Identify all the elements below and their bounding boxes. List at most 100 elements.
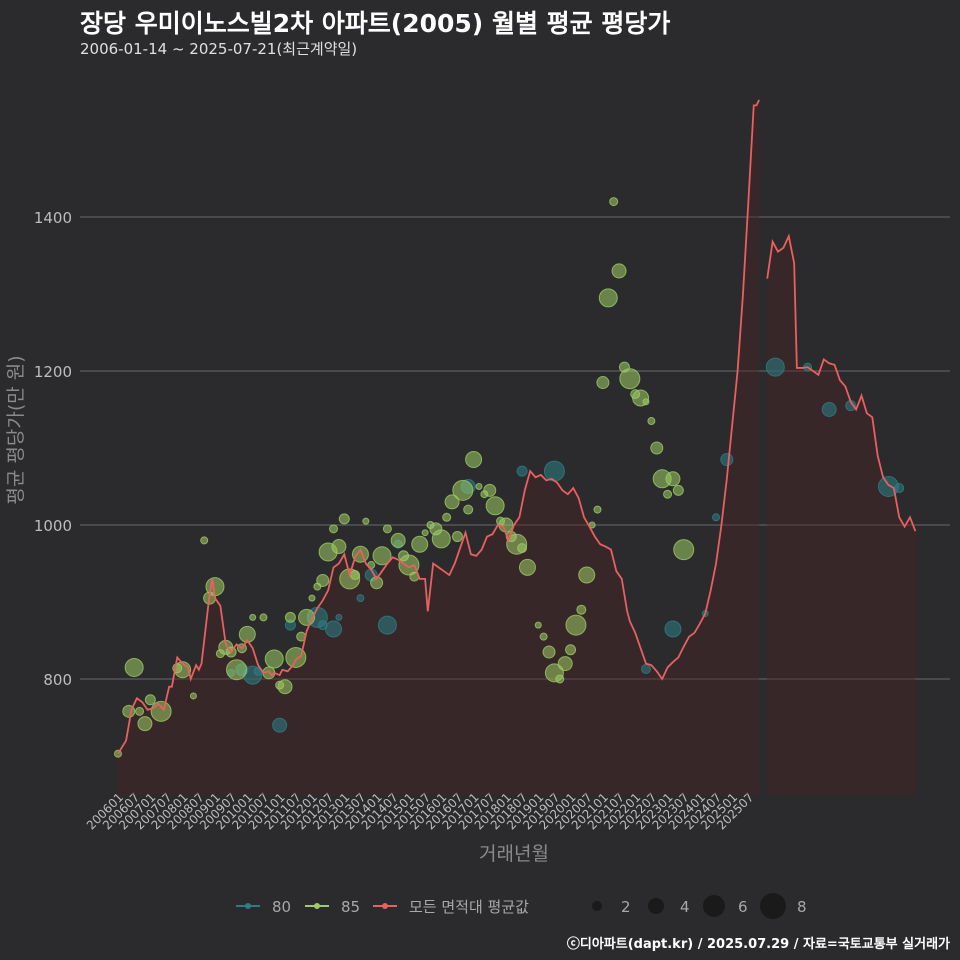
series-85-point	[362, 517, 370, 525]
series-85-point	[284, 611, 296, 623]
series-80-point	[641, 663, 651, 674]
series-85-point	[124, 657, 144, 677]
legend-dot	[245, 903, 251, 909]
avg-line-path	[766, 233, 917, 532]
series-85-point	[338, 513, 350, 525]
series-85-point	[372, 546, 392, 566]
series-85-point	[329, 524, 339, 534]
legend-size-circle	[592, 901, 602, 911]
series-85-point	[370, 576, 384, 590]
series-85-point	[642, 398, 650, 406]
series-85-point	[189, 692, 197, 700]
series-85-point	[431, 529, 451, 549]
series-85-point	[596, 376, 610, 390]
series-85-point	[565, 614, 587, 636]
legend-size-label: 4	[680, 898, 690, 916]
legend-size-label: 6	[738, 898, 748, 916]
series-80-point	[720, 453, 734, 467]
series-85-point	[557, 656, 573, 672]
series-85-point	[539, 632, 548, 641]
y-axis-label: 평균 평당가(만 원)	[5, 355, 27, 504]
series-85-point	[452, 479, 474, 501]
series-85-point	[238, 625, 256, 643]
series-80-point	[543, 460, 565, 482]
credit-text: ⓒ디아파트(dapt.kr) / 2025.07.29 / 자료=국토교통부 실…	[566, 937, 950, 952]
series-85-point	[576, 604, 587, 615]
series-85-point	[421, 529, 429, 537]
x-tick-labels: 2006012006072007012007072008012008072009…	[84, 790, 757, 832]
series-80-point	[272, 717, 288, 733]
series-85-point	[609, 197, 619, 207]
series-85-point	[518, 558, 536, 576]
series-85-point	[593, 505, 602, 514]
series-85-point	[650, 441, 664, 455]
legend: 80 85 모든 면적대 평균값 2 4 6 8	[236, 893, 807, 919]
legend-size-circle	[703, 895, 725, 917]
avg-line-path	[117, 99, 760, 755]
chart-subtitle: 2006-01-14 ~ 2025-07-21(최근계약일)	[80, 40, 358, 58]
series-85-point	[398, 554, 420, 576]
series-80-point	[325, 620, 343, 638]
y-tick-labels: 800 1000 1200 1400	[34, 209, 72, 689]
legend-dot	[382, 903, 388, 909]
legend-size-label: 2	[621, 898, 631, 916]
series-85-point	[144, 694, 156, 706]
series-85-point	[483, 483, 497, 497]
series-85-point	[150, 700, 172, 722]
series-85-point	[672, 484, 684, 496]
legend-dot	[314, 903, 320, 909]
series-85-point	[485, 496, 505, 516]
series-85-point	[200, 536, 209, 545]
legend-size-circle	[760, 893, 786, 919]
series-85-point	[277, 679, 293, 695]
avg-area	[118, 99, 916, 795]
y-tick-label: 1200	[34, 363, 72, 381]
series-85-point	[463, 504, 474, 515]
series-85-point	[264, 649, 284, 669]
series-85-point	[226, 659, 248, 681]
y-tick-label: 800	[43, 671, 72, 689]
x-axis-label: 거래년월	[479, 843, 549, 865]
series-80-point	[335, 613, 343, 621]
series-85-point	[619, 368, 641, 390]
y-tick-label: 1000	[34, 517, 72, 535]
series-80-point	[516, 465, 528, 477]
series-85-point	[249, 613, 257, 621]
series-85-point	[517, 543, 528, 554]
series-85-point	[555, 674, 565, 684]
series-85-point	[673, 539, 695, 561]
series-85-point	[390, 532, 406, 548]
legend-label: 85	[341, 898, 360, 916]
series-85-point	[665, 471, 681, 487]
series-85-point	[350, 570, 361, 581]
series-85-point	[285, 646, 307, 668]
avg-line	[117, 99, 917, 755]
y-tick-label: 1400	[34, 209, 72, 227]
series-85-point	[316, 573, 330, 587]
series-85-point	[565, 644, 577, 656]
series-85-points	[114, 197, 695, 758]
chart-title: 장당 우미이노스빌2차 아파트(2005) 월별 평균 평당가	[80, 9, 671, 38]
legend-size-label: 8	[797, 898, 807, 916]
series-85-point	[611, 263, 627, 279]
series-80-point	[894, 483, 905, 494]
series-85-point	[137, 716, 153, 732]
series-85-point	[411, 535, 429, 553]
avg-area-fill	[118, 99, 760, 795]
series-80-point	[821, 402, 837, 417]
series-80-point	[712, 513, 721, 522]
series-85-point	[534, 621, 542, 629]
series-85-point	[465, 451, 483, 469]
series-85-point	[542, 645, 556, 659]
series-85-point	[442, 512, 452, 522]
series-85-point	[451, 531, 463, 543]
avg-area-fill	[767, 236, 916, 795]
series-85-point	[475, 483, 483, 490]
series-80-point	[356, 594, 365, 603]
series-85-point	[308, 594, 316, 602]
series-80-point	[765, 357, 785, 377]
series-80-point	[377, 615, 397, 635]
series-80-point	[664, 620, 682, 638]
series-85-point	[382, 524, 392, 534]
